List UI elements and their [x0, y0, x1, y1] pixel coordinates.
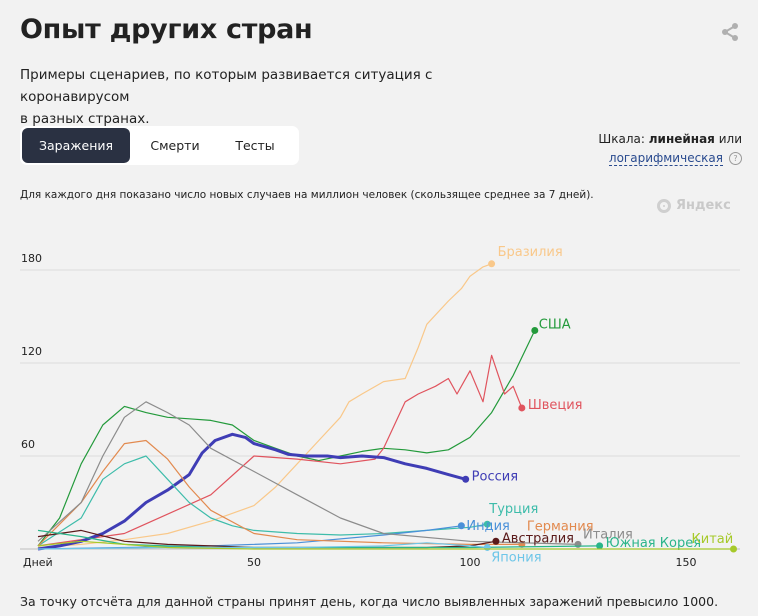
- series-label-10: Япония: [491, 550, 541, 565]
- series-line-8: [37, 529, 497, 549]
- y-tick-label-120: 120: [21, 345, 42, 358]
- series-label-6: Германия: [527, 519, 594, 534]
- series-end-marker-11: [730, 545, 738, 553]
- series-end-marker-2: [518, 404, 526, 412]
- series-label-2: Швеция: [528, 398, 583, 413]
- series-label-0: Бразилия: [498, 245, 563, 260]
- yandex-watermark: Яндекс: [657, 198, 731, 213]
- chart-footer: За точку отсчёта для данной страны приня…: [20, 594, 719, 609]
- metric-tabs: Заражения Смерти Тесты: [20, 126, 299, 165]
- series-label-9: Южная Корея: [606, 536, 701, 551]
- scale-switcher: Шкала: линейная или логарифмическая?: [598, 130, 742, 168]
- x-tick-label-100: 100: [460, 556, 481, 569]
- series-end-marker-1: [531, 326, 539, 334]
- series-end-marker-0: [488, 260, 496, 268]
- subtitle-line-1: Примеры сценариев, по которым развиваетс…: [20, 67, 433, 105]
- series-label-8: Австралия: [502, 531, 574, 546]
- series-line-0: [37, 263, 492, 549]
- series-label-11: Китай: [692, 532, 734, 547]
- series-end-marker-3: [462, 475, 470, 483]
- x-tick-label-150: 150: [676, 556, 697, 569]
- y-tick-label-180: 180: [21, 252, 42, 265]
- series-line-3: [37, 432, 467, 551]
- scale-or: или: [718, 132, 742, 146]
- tab-infections[interactable]: Заражения: [22, 128, 130, 163]
- series-label-3: Россия: [472, 469, 518, 484]
- series-end-marker-8: [492, 537, 500, 545]
- scale-current: линейная: [648, 132, 715, 146]
- help-icon[interactable]: ?: [729, 152, 742, 165]
- series-line-11: [37, 540, 734, 550]
- series-end-marker-7: [574, 540, 582, 548]
- series-line-2: [37, 354, 523, 547]
- series-line-7: [37, 401, 579, 545]
- yandex-logo-icon: [657, 198, 671, 213]
- scale-log-link[interactable]: логарифмическая: [608, 151, 723, 166]
- x-tick-label-50: 50: [247, 556, 261, 569]
- series-label-4: Турция: [488, 502, 538, 517]
- watermark-text: Яндекс: [676, 198, 731, 213]
- series-line-6: [37, 439, 522, 547]
- tab-deaths[interactable]: Смерти: [150, 138, 200, 153]
- series-end-marker-4: [483, 520, 491, 528]
- series-end-marker-9: [596, 542, 604, 550]
- series-label-5: Индия: [466, 519, 509, 534]
- chart-note: Для каждого дня показано число новых слу…: [20, 189, 594, 201]
- tab-tests[interactable]: Тесты: [235, 138, 275, 153]
- series-end-marker-5: [457, 522, 465, 530]
- y-tick-label-60: 60: [21, 438, 35, 451]
- series-end-marker-10: [483, 543, 491, 551]
- series-label-7: Италия: [583, 527, 633, 542]
- series-line-4: [37, 455, 488, 547]
- x-axis-label: Дней: [23, 556, 53, 569]
- page-title: Опыт других стран: [20, 14, 313, 45]
- series-label-1: США: [539, 317, 571, 332]
- share-icon[interactable]: [719, 21, 741, 43]
- cases-line-chart: 60 120 180 Дней 50 100 150 Бразилия США Швеция Рос…: [20, 245, 740, 569]
- scale-prefix: Шкала:: [598, 132, 645, 146]
- page-subtitle: Примеры сценариев, по которым развиваетс…: [20, 64, 540, 130]
- subtitle-line-2: в разных странах.: [20, 111, 150, 127]
